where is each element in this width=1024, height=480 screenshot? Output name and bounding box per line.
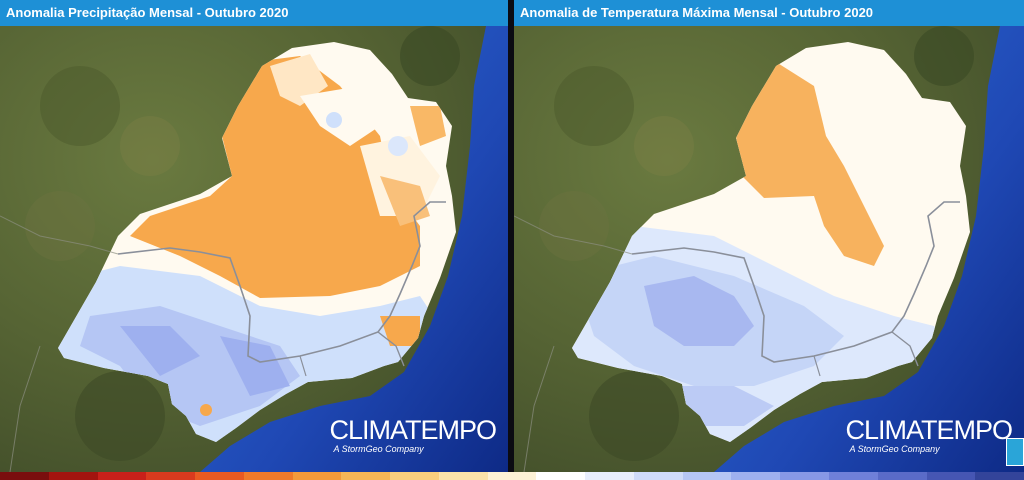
precipitation-anomaly-panel: Anomalia Precipitação Mensal - Outubro 2… (0, 0, 508, 472)
scale-swatch (438, 472, 488, 480)
scale-swatch (975, 472, 1024, 480)
brand-name: CLIMATEMPO (329, 415, 497, 445)
scale-swatch (0, 472, 49, 480)
scale-swatch (877, 472, 927, 480)
scale-swatch (487, 472, 537, 480)
scale-swatch (829, 472, 878, 480)
scale-swatch (633, 472, 683, 480)
scale-swatch (341, 472, 391, 480)
scale-swatch (292, 472, 342, 480)
brand-subtitle: A StormGeo Company (333, 444, 424, 454)
scale-swatch (146, 472, 196, 480)
scale-swatch (585, 472, 634, 480)
panel-title: Anomalia de Temperatura Máxima Mensal - … (514, 0, 1024, 26)
scale-swatch (390, 472, 439, 480)
scale-swatch (48, 472, 98, 480)
scale-swatch (97, 472, 147, 480)
scale-swatch (780, 472, 830, 480)
max-temperature-anomaly-map (514, 26, 1024, 472)
scale-swatch (243, 472, 293, 480)
climatempo-logo: CLIMATEMPO A StormGeo Company (329, 415, 497, 454)
anomaly-color-scale (0, 472, 1024, 480)
max-temperature-anomaly-panel: Anomalia de Temperatura Máxima Mensal - … (514, 0, 1024, 472)
overlay-badge[interactable] (1006, 438, 1024, 466)
panel-title: Anomalia Precipitação Mensal - Outubro 2… (0, 0, 508, 26)
brand-subtitle: A StormGeo Company (849, 444, 940, 454)
scale-swatch (926, 472, 976, 480)
scale-swatch (195, 472, 244, 480)
scale-swatch (731, 472, 781, 480)
brand-name: CLIMATEMPO (845, 415, 1013, 445)
scale-swatch (536, 472, 586, 480)
climatempo-logo: CLIMATEMPO A StormGeo Company (845, 415, 1013, 454)
scale-swatch (682, 472, 732, 480)
precipitation-anomaly-map (0, 26, 508, 472)
panel-divider (508, 0, 514, 472)
